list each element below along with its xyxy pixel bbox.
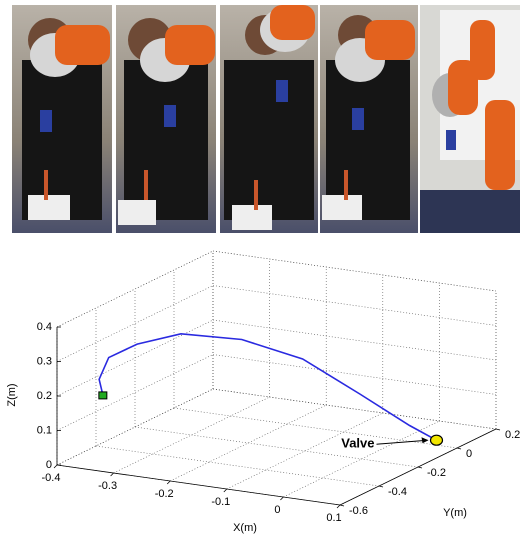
x-tick — [223, 488, 228, 493]
trajectory — [98, 332, 437, 441]
y-tick — [339, 504, 345, 507]
annotation-arrowhead — [421, 437, 429, 444]
grid-line — [56, 388, 214, 466]
grid-line — [212, 319, 497, 361]
z-tick-label: 0.4 — [37, 321, 52, 333]
x-tick-label: -0.3 — [98, 480, 117, 492]
grid-line — [212, 250, 497, 292]
photo — [116, 5, 216, 233]
y-tick-label: 0.2 — [505, 429, 520, 441]
x-axis-label: X(m) — [233, 522, 257, 534]
x-tick-label: 0.1 — [326, 512, 341, 524]
x-tick — [166, 480, 171, 485]
z-tick-label: 0.2 — [37, 390, 52, 402]
x-tick — [53, 464, 58, 469]
x-tick-label: -0.1 — [211, 496, 230, 508]
grid-line — [226, 412, 383, 490]
y-axis-label: Y(m) — [443, 507, 467, 519]
x-axis — [56, 464, 341, 506]
y-tick — [456, 447, 462, 450]
z-tick-label: 0 — [46, 459, 52, 471]
grid-line — [56, 354, 214, 431]
z-tick-label: 0.1 — [37, 424, 52, 436]
x-tick-label: 0 — [274, 504, 280, 516]
grid-line — [134, 426, 419, 468]
annotation-arrow — [376, 439, 428, 445]
grid-line — [170, 404, 327, 482]
grid-line — [56, 319, 214, 397]
z-tick-label: 0.3 — [37, 355, 52, 367]
grid-line — [95, 445, 380, 487]
y-tick-label: -0.6 — [349, 505, 368, 517]
photo — [220, 5, 318, 233]
grid-line — [212, 285, 497, 326]
y-tick-label: -0.4 — [388, 486, 407, 498]
x-tick-label: -0.4 — [42, 472, 61, 484]
grid-line — [56, 285, 214, 362]
x-tick — [336, 504, 341, 509]
x-tick — [110, 472, 114, 477]
grid-line — [56, 250, 214, 328]
photo — [320, 5, 418, 233]
y-tick — [378, 485, 384, 488]
z-axis-label: Z(m) — [6, 383, 18, 406]
grid-line — [212, 354, 497, 395]
photo-strip — [12, 5, 520, 233]
grid-line — [212, 388, 497, 430]
start-marker — [98, 391, 108, 400]
x-tick — [280, 496, 284, 501]
x-tick-label: -0.2 — [155, 488, 174, 500]
photo — [12, 5, 112, 233]
y-tick-label: 0 — [466, 448, 472, 460]
photo — [420, 5, 520, 233]
y-tick — [495, 428, 501, 431]
plot-3d: X(m) Y(m) Z(m) -0.4 -0.3 -0.2 -0.1 0 0.1 -0.6 -… — [6, 250, 520, 534]
annotation: Valve — [341, 436, 374, 451]
y-tick-label: -0.2 — [427, 467, 446, 479]
grid-line — [113, 396, 270, 474]
grid-line — [283, 420, 440, 498]
y-tick — [417, 466, 423, 469]
valve-marker — [429, 434, 444, 446]
